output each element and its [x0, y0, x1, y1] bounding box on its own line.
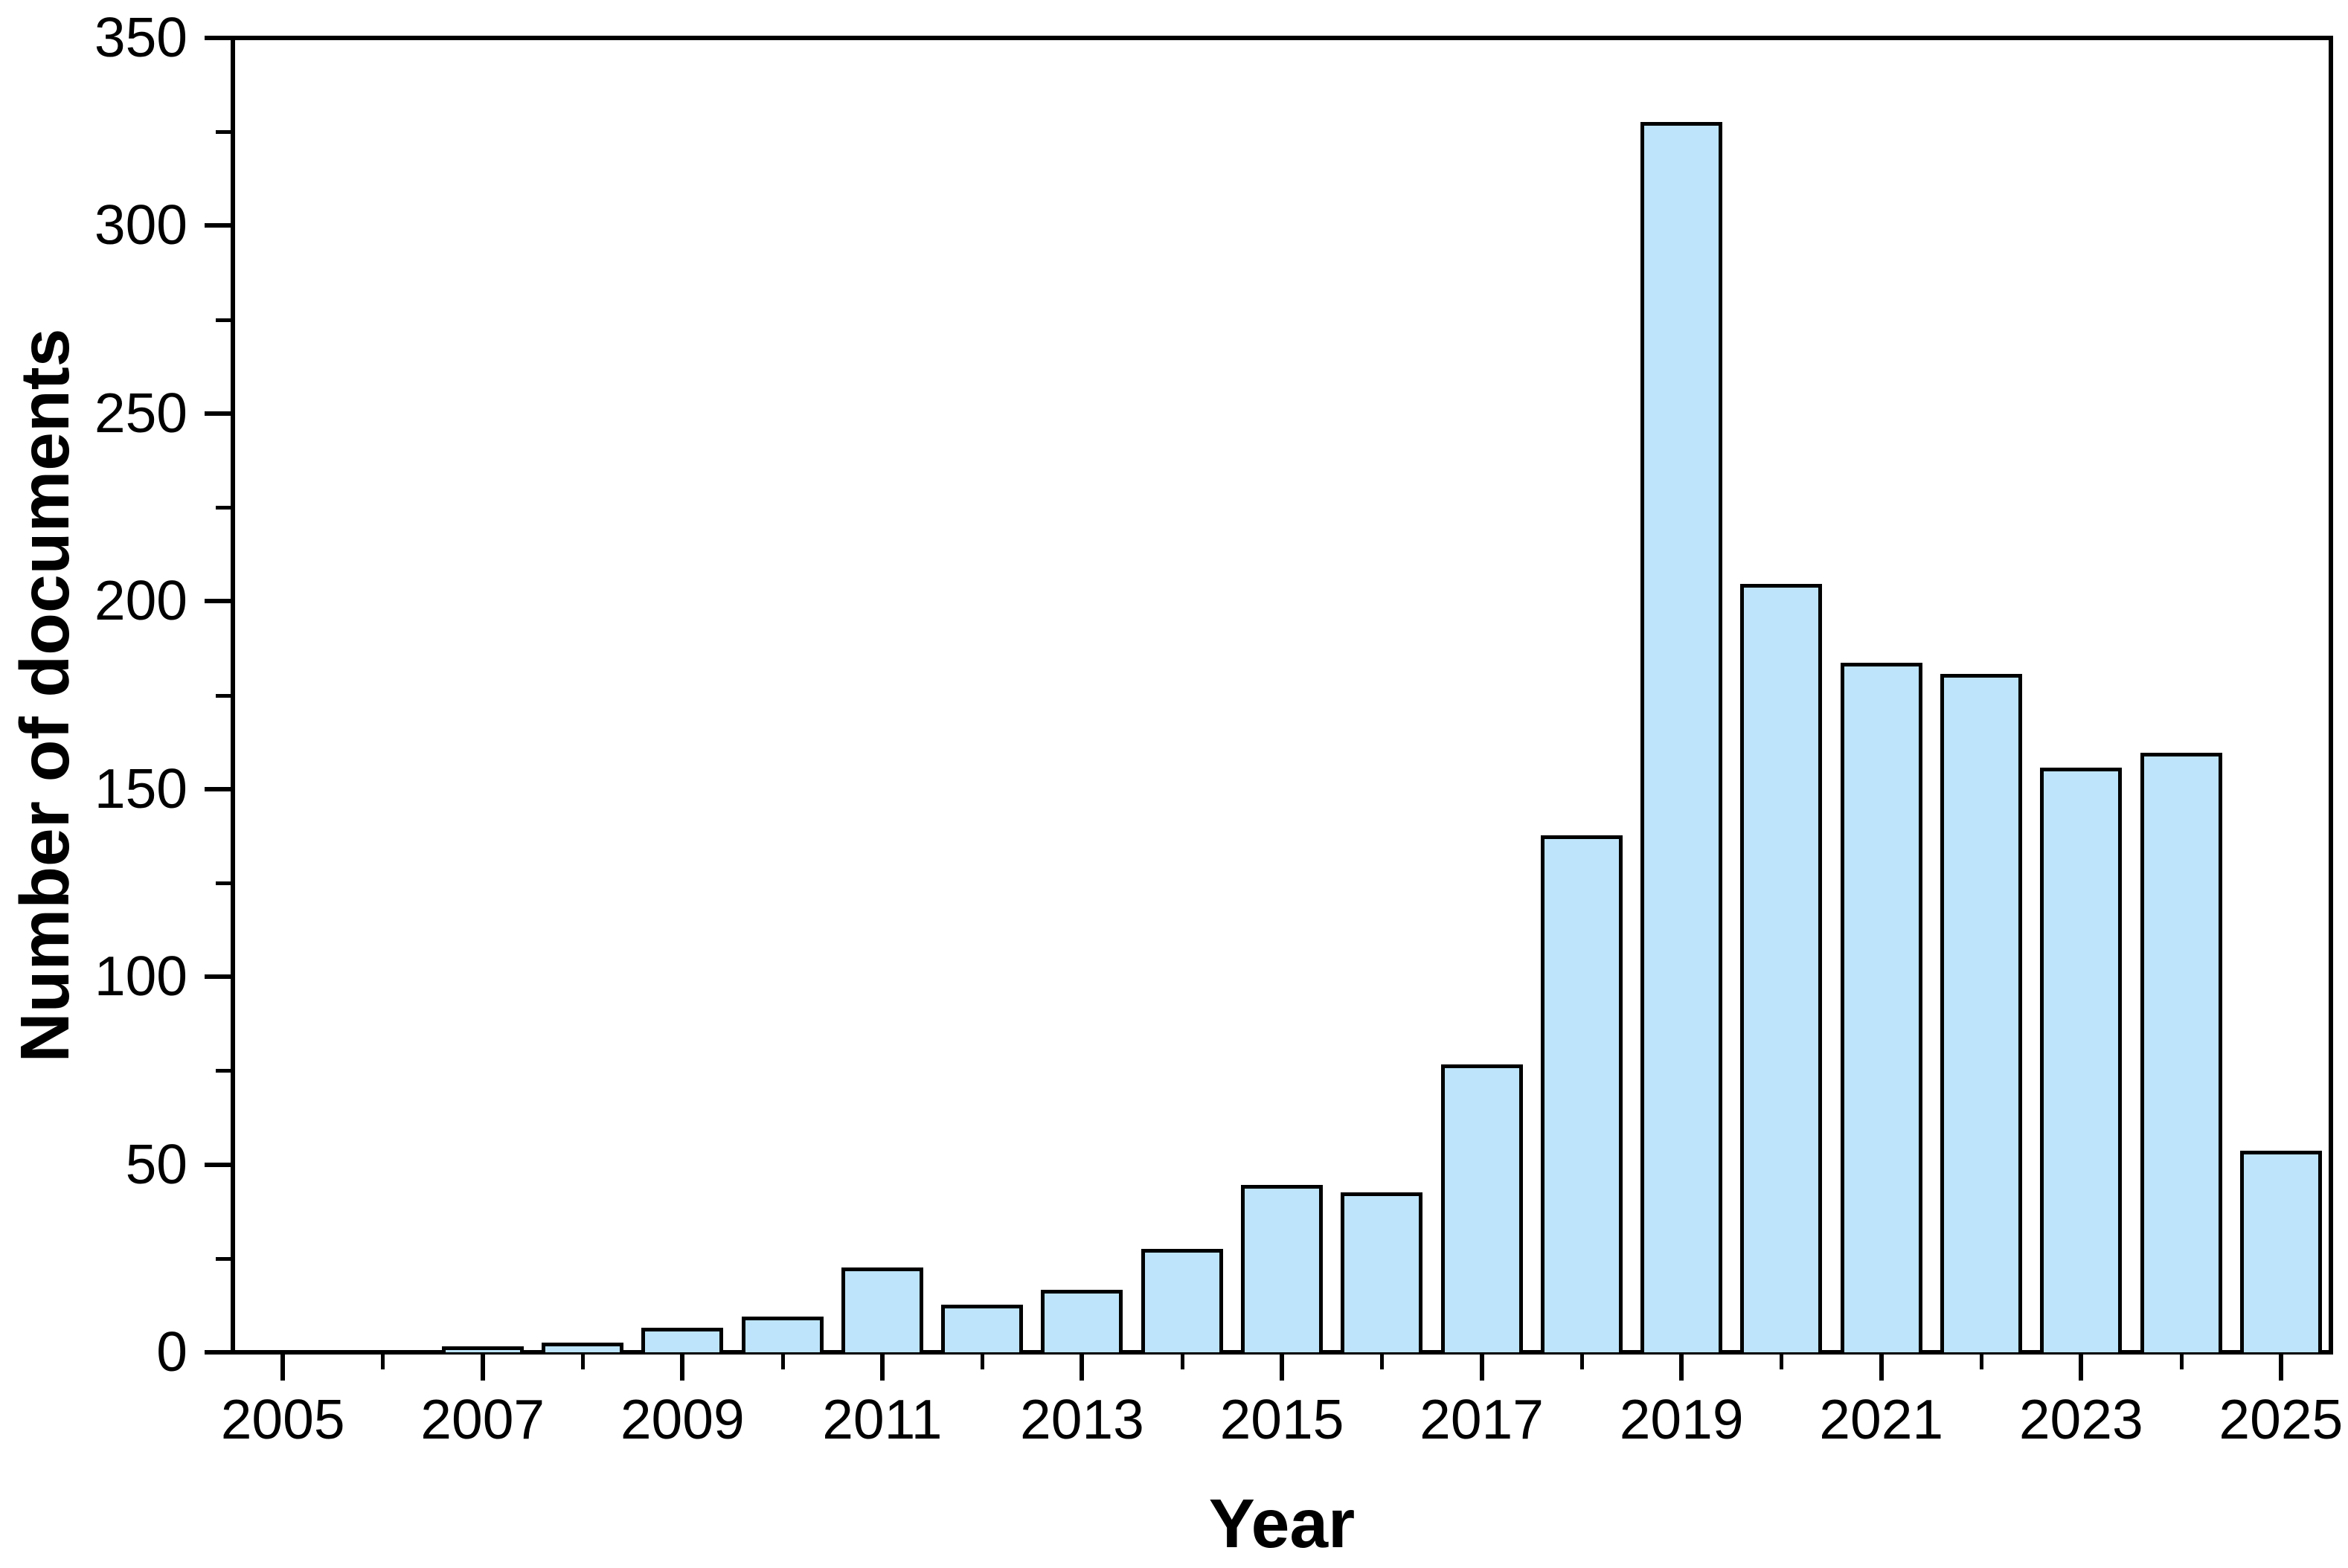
- x-minor-tick-2006: [381, 1355, 385, 1369]
- x-tick-2025: [2278, 1355, 2283, 1381]
- x-tick-label-2013: 2013: [1019, 1388, 1144, 1450]
- x-tick-2005: [280, 1355, 286, 1381]
- y-minor-tick-25: [216, 1256, 231, 1261]
- x-minor-tick-2012: [981, 1355, 985, 1369]
- y-tick-50: [205, 1162, 231, 1167]
- y-tick-label-300: 300: [94, 193, 187, 257]
- y-tick-0: [205, 1350, 231, 1355]
- bar-2017: [1440, 1064, 1523, 1352]
- bar-2012: [941, 1305, 1024, 1352]
- x-tick-2011: [879, 1355, 885, 1381]
- bar-2014: [1141, 1248, 1223, 1352]
- x-tick-label-2019: 2019: [1619, 1388, 1744, 1450]
- x-tick-2009: [680, 1355, 685, 1381]
- bar-2007: [441, 1346, 524, 1352]
- y-tick-label-150: 150: [94, 756, 187, 820]
- bar-2019: [1640, 122, 1723, 1352]
- bar-2013: [1041, 1290, 1123, 1352]
- y-minor-tick-125: [216, 881, 231, 885]
- y-tick-label-100: 100: [94, 945, 187, 1008]
- bar-2023: [2040, 768, 2123, 1352]
- x-tick-label-2015: 2015: [1219, 1388, 1344, 1450]
- x-tick-2021: [1879, 1355, 1884, 1381]
- y-tick-label-0: 0: [156, 1320, 187, 1383]
- plot-area: [231, 36, 2333, 1355]
- bar-2021: [1840, 663, 1922, 1352]
- y-minor-tick-275: [216, 318, 231, 322]
- x-tick-label-2023: 2023: [2018, 1388, 2143, 1450]
- x-minor-tick-2016: [1380, 1355, 1385, 1369]
- bar-2008: [542, 1342, 623, 1352]
- x-tick-label-2025: 2025: [2219, 1388, 2344, 1450]
- y-tick-label-250: 250: [94, 381, 187, 444]
- x-tick-2007: [480, 1355, 485, 1381]
- x-minor-tick-2008: [581, 1355, 585, 1369]
- x-minor-tick-2010: [780, 1355, 785, 1369]
- x-tick-2015: [1280, 1355, 1284, 1381]
- x-tick-2013: [1080, 1355, 1085, 1381]
- bar-2009: [641, 1327, 724, 1352]
- x-tick-label-2009: 2009: [620, 1388, 745, 1450]
- x-tick-2023: [2079, 1355, 2084, 1381]
- x-tick-2019: [1679, 1355, 1684, 1381]
- x-minor-tick-2018: [1579, 1355, 1584, 1369]
- x-minor-tick-2022: [1980, 1355, 1983, 1369]
- x-minor-tick-2024: [2179, 1355, 2184, 1369]
- y-minor-tick-75: [216, 1069, 231, 1073]
- bar-2024: [2140, 753, 2222, 1352]
- y-tick-250: [205, 411, 231, 416]
- bar-2022: [1940, 674, 2022, 1352]
- x-tick-label-2005: 2005: [220, 1388, 345, 1450]
- x-minor-tick-2020: [1780, 1355, 1784, 1369]
- bar-2018: [1540, 835, 1623, 1352]
- y-tick-label-350: 350: [94, 6, 187, 68]
- bar-2025: [2239, 1151, 2322, 1352]
- y-tick-350: [205, 36, 231, 40]
- x-tick-label-2021: 2021: [1819, 1388, 1944, 1450]
- y-tick-150: [205, 786, 231, 791]
- x-axis-title: Year: [1208, 1485, 1356, 1562]
- x-tick-label-2007: 2007: [420, 1388, 545, 1450]
- bar-2010: [741, 1316, 824, 1352]
- x-tick-2017: [1479, 1355, 1484, 1381]
- y-tick-label-50: 50: [125, 1132, 187, 1195]
- y-tick-200: [205, 599, 231, 604]
- y-minor-tick-175: [216, 693, 231, 698]
- x-tick-label-2017: 2017: [1420, 1388, 1544, 1450]
- bar-2011: [841, 1267, 923, 1352]
- x-minor-tick-2014: [1180, 1355, 1184, 1369]
- bar-2020: [1740, 584, 1823, 1352]
- y-axis-title: Number of documents: [6, 328, 83, 1062]
- bar-2016: [1341, 1192, 1423, 1352]
- bar-2015: [1241, 1184, 1323, 1352]
- y-minor-tick-325: [216, 130, 231, 135]
- y-tick-300: [205, 223, 231, 228]
- x-tick-label-2011: 2011: [822, 1388, 943, 1450]
- y-tick-100: [205, 974, 231, 980]
- y-minor-tick-225: [216, 506, 231, 510]
- y-tick-label-200: 200: [94, 569, 187, 632]
